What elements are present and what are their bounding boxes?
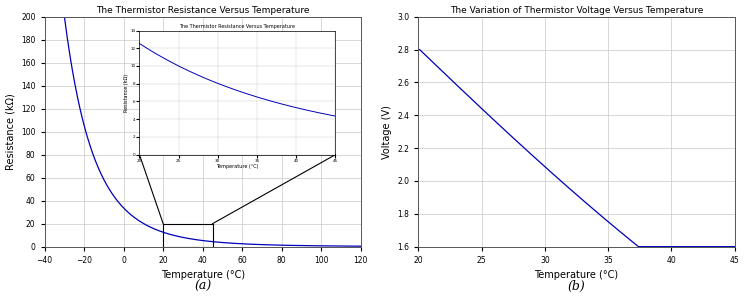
X-axis label: Temperature (°C): Temperature (°C) (534, 270, 618, 280)
Text: (a): (a) (194, 280, 212, 293)
Text: (b): (b) (568, 280, 586, 293)
Y-axis label: Voltage (V): Voltage (V) (381, 105, 392, 159)
Y-axis label: Resistance (kΩ): Resistance (kΩ) (5, 93, 16, 170)
Title: The Thermistor Resistance Versus Temperature: The Thermistor Resistance Versus Tempera… (96, 6, 309, 15)
Title: The Variation of Thermistor Voltage Versus Temperature: The Variation of Thermistor Voltage Vers… (450, 6, 703, 15)
X-axis label: Temperature (°C): Temperature (°C) (161, 270, 245, 280)
